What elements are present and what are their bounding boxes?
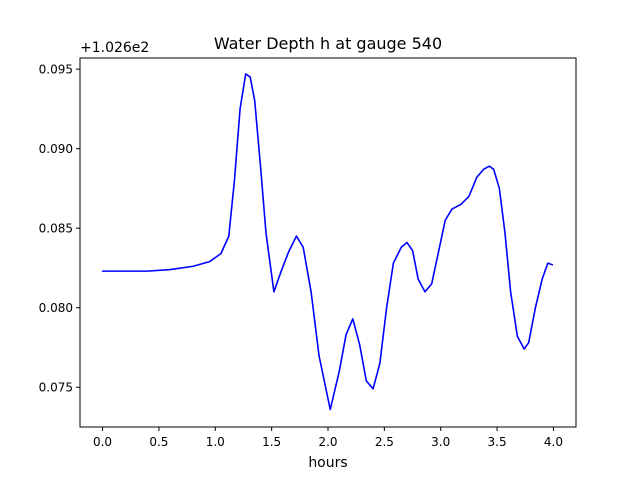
x-tick-label: 0.5 (149, 435, 168, 449)
x-tick-label: 2.5 (375, 435, 394, 449)
y-tick-label: 0.090 (39, 142, 73, 156)
x-tick-label: 2.0 (318, 435, 337, 449)
x-tick-label: 3.0 (431, 435, 450, 449)
plot-layer (101, 73, 554, 411)
x-axis-label: hours (308, 455, 347, 471)
y-axis-offset-label: +1.026e2 (80, 40, 149, 56)
y-axis-ticks: 0.075 0.080 0.085 0.090 0.095 (39, 63, 80, 395)
y-tick-label: 0.080 (39, 301, 73, 315)
y-tick-label: 0.075 (39, 381, 73, 395)
chart-title: Water Depth h at gauge 540 (214, 34, 442, 53)
y-tick-label: 0.095 (39, 63, 73, 77)
x-tick-label: 0.0 (93, 435, 112, 449)
series-line-0 (101, 73, 554, 411)
x-tick-label: 1.0 (206, 435, 225, 449)
y-tick-label: 0.085 (39, 222, 73, 236)
x-tick-label: 4.0 (544, 435, 563, 449)
x-axis-ticks: 0.0 0.5 1.0 1.5 2.0 2.5 3.0 3.5 4.0 (93, 427, 563, 449)
x-tick-label: 1.5 (262, 435, 281, 449)
x-tick-label: 3.5 (488, 435, 507, 449)
